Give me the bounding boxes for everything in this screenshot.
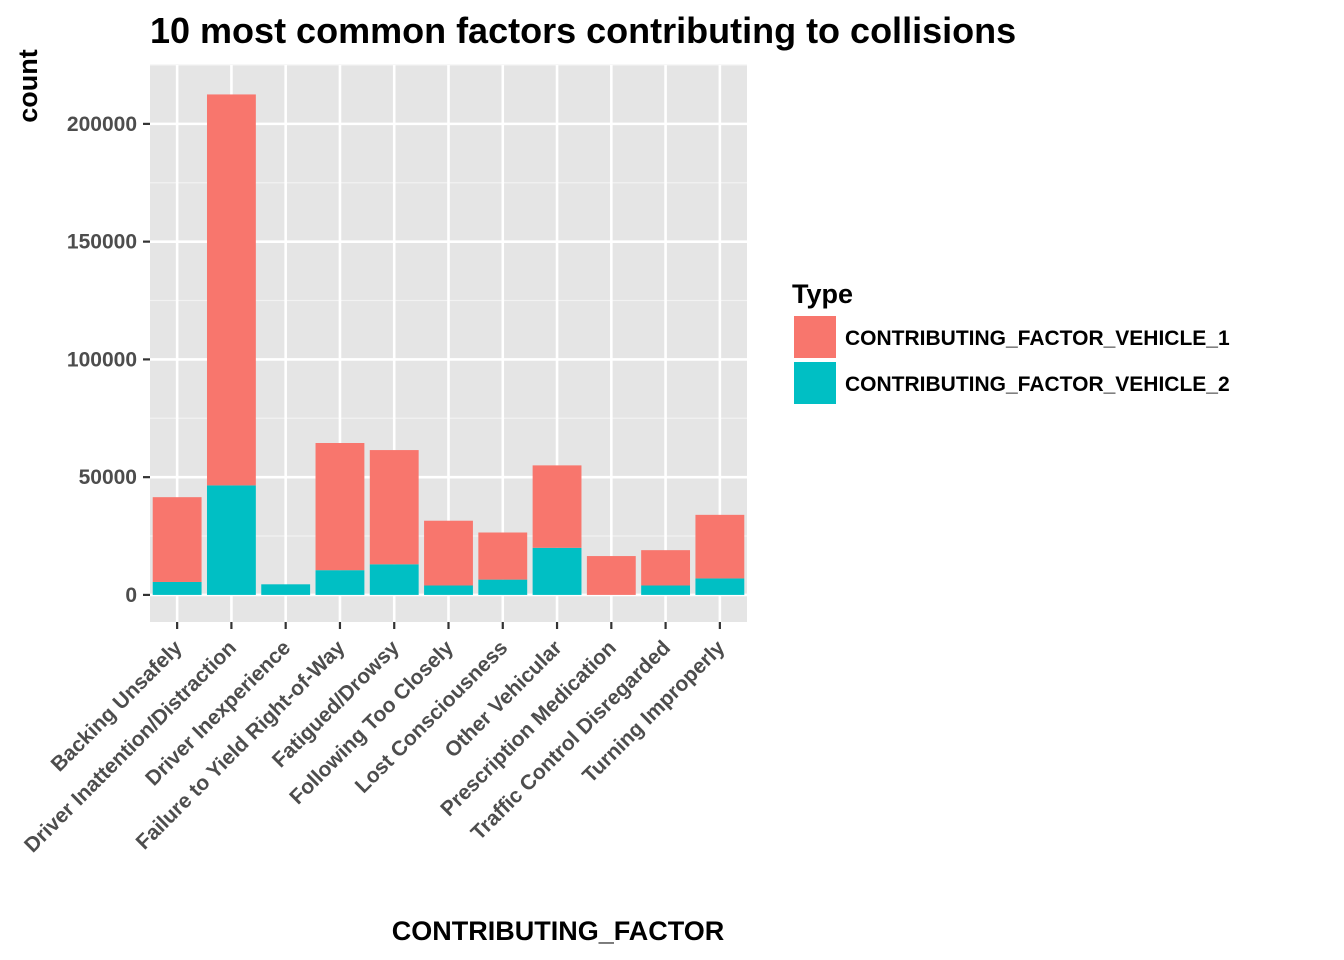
legend-key [794, 316, 836, 358]
bar-segment [152, 581, 202, 595]
y-axis: 0 50000 100000 150000 200000 [67, 113, 150, 607]
y-tick-label: 150000 [67, 231, 137, 254]
bar-segment [424, 585, 473, 595]
bars [152, 94, 745, 595]
legend: Type CONTRIBUTING_FACTOR_VEHICLE_1 CONTRI… [792, 279, 1230, 404]
bar-segment [315, 443, 365, 571]
bar-segment [206, 94, 256, 486]
bar-segment [641, 585, 691, 595]
bar-segment [695, 578, 745, 595]
legend-key [794, 362, 836, 404]
bar-segment [641, 550, 691, 586]
bar-segment [478, 579, 528, 595]
bar-segment [152, 497, 202, 582]
y-tick-label: 100000 [67, 348, 137, 371]
y-tick-label: 50000 [79, 466, 137, 489]
bar-segment [532, 547, 582, 595]
legend-label: CONTRIBUTING_FACTOR_VEHICLE_2 [845, 373, 1230, 396]
x-tick-label: Traffic Control Disregarded [467, 636, 676, 845]
bar-segment [586, 556, 636, 595]
chart-title: 10 most common factors contributing to c… [150, 10, 1016, 51]
bar-segment [532, 465, 582, 548]
y-tick-label: 0 [125, 584, 137, 607]
legend-title: Type [792, 279, 853, 309]
bar-segment [424, 520, 473, 586]
y-tick-label: 200000 [67, 113, 137, 136]
bar-segment [315, 570, 365, 595]
legend-label: CONTRIBUTING_FACTOR_VEHICLE_1 [845, 327, 1230, 350]
y-axis-title: count [13, 49, 43, 123]
bar-segment [695, 514, 745, 579]
x-axis-title: CONTRIBUTING_FACTOR [392, 916, 725, 946]
bar-segment [369, 564, 419, 595]
bar-segment [261, 584, 311, 595]
x-tick-label: Driver Inattention/Distraction [20, 636, 241, 857]
bar-segment [478, 532, 528, 580]
bar-segment [206, 485, 256, 595]
bar-segment [369, 450, 419, 565]
